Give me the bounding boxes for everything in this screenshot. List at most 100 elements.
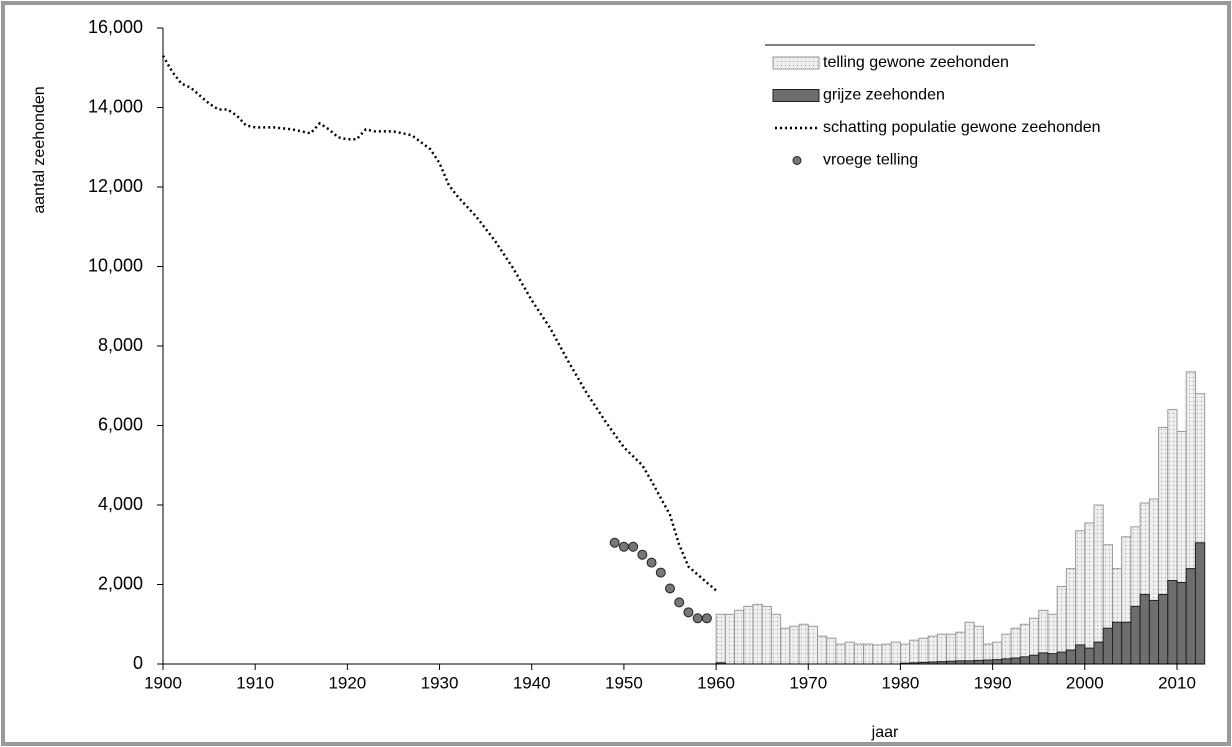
x-tick-label: 1910 xyxy=(236,673,274,692)
bar xyxy=(1038,652,1049,665)
bar xyxy=(1185,568,1196,665)
bar xyxy=(964,621,975,665)
bar xyxy=(973,659,984,665)
y-axis-label: aantal zeehonden xyxy=(31,86,48,213)
bar xyxy=(973,625,984,665)
bar xyxy=(1102,627,1113,665)
bar xyxy=(955,631,966,665)
x-tick-label: 2000 xyxy=(1066,673,1104,692)
bar xyxy=(853,643,865,665)
bar xyxy=(1010,657,1021,665)
bar xyxy=(1176,582,1187,665)
bar xyxy=(936,633,948,665)
y-tick-label: 14,000 xyxy=(88,96,143,116)
bar xyxy=(946,633,957,665)
bar xyxy=(826,637,837,665)
bar xyxy=(872,644,883,665)
x-tick-label: 1960 xyxy=(697,673,735,692)
bar xyxy=(1093,504,1104,665)
bar xyxy=(982,659,994,665)
bar xyxy=(807,625,818,665)
bar xyxy=(798,623,809,665)
legend: telling gewone zeehonden grijze zeehonden… xyxy=(765,44,1101,169)
point xyxy=(683,607,694,618)
bar xyxy=(789,625,800,665)
bar xyxy=(844,641,855,665)
bar xyxy=(835,643,846,665)
y-tick-label: 4,000 xyxy=(98,494,143,514)
legend-swatch xyxy=(772,89,820,102)
bar xyxy=(1139,593,1150,665)
bar xyxy=(1056,651,1067,665)
bar xyxy=(743,605,754,665)
x-tick-label: 1900 xyxy=(144,673,182,692)
bar xyxy=(1084,647,1095,665)
legend-swatch xyxy=(772,56,820,70)
legend-label: schatting populatie gewone zeehonden xyxy=(823,119,1101,136)
point xyxy=(665,583,675,594)
x-tick-label: 1970 xyxy=(789,673,827,692)
point xyxy=(674,597,685,608)
x-tick-label: 2010 xyxy=(1158,673,1196,692)
x-tick-label: 1940 xyxy=(513,673,551,692)
bar xyxy=(1001,658,1012,665)
bar xyxy=(899,643,911,665)
point xyxy=(637,549,648,560)
bar xyxy=(761,605,772,665)
bar xyxy=(724,613,736,665)
bar xyxy=(780,627,791,665)
bar xyxy=(734,609,745,665)
bar xyxy=(1075,530,1086,665)
legend-label: grijze zeehonden xyxy=(823,87,945,104)
y-tick-label: 8,000 xyxy=(98,335,143,355)
x-tick-label: 1990 xyxy=(974,673,1012,692)
bar xyxy=(1111,621,1123,665)
bar xyxy=(1194,542,1206,665)
bar xyxy=(1148,599,1160,665)
point xyxy=(655,567,666,578)
bar xyxy=(992,659,1003,665)
y-tick-label: 0 xyxy=(133,653,143,673)
bar xyxy=(1065,649,1077,665)
point xyxy=(618,541,629,552)
bar xyxy=(715,613,726,665)
y-tick-label: 6,000 xyxy=(98,414,143,434)
bar xyxy=(881,643,892,665)
bar xyxy=(927,635,938,665)
bar xyxy=(816,635,828,665)
x-tick-label: 1980 xyxy=(882,673,920,692)
bar xyxy=(1158,593,1169,665)
x-tick-label: 1920 xyxy=(328,673,366,692)
y-tick-label: 16,000 xyxy=(88,17,143,37)
bar xyxy=(1084,522,1095,665)
x-tick-label: 1930 xyxy=(421,673,459,692)
bar xyxy=(1121,621,1132,665)
bar xyxy=(1047,653,1058,665)
point xyxy=(701,613,712,624)
bar xyxy=(752,603,763,665)
bar xyxy=(770,613,782,665)
x-axis-label: jaar xyxy=(871,724,899,741)
point xyxy=(628,541,639,552)
line xyxy=(161,55,717,592)
bar xyxy=(909,639,920,665)
bar xyxy=(918,637,929,665)
bar xyxy=(1093,641,1104,665)
bar xyxy=(1019,656,1031,665)
legend-swatch xyxy=(792,156,802,165)
x-tick-label: 1950 xyxy=(605,673,643,692)
point xyxy=(646,557,657,568)
y-tick-label: 2,000 xyxy=(98,573,143,593)
point xyxy=(609,537,620,548)
legend-label: vroege telling xyxy=(823,152,918,169)
bar xyxy=(863,643,874,665)
bar xyxy=(1167,580,1178,665)
y-tick-label: 12,000 xyxy=(88,176,143,196)
bar xyxy=(890,641,901,665)
bar xyxy=(1130,605,1141,665)
legend-label: telling gewone zeehonden xyxy=(823,54,1009,71)
bar xyxy=(1029,654,1040,665)
